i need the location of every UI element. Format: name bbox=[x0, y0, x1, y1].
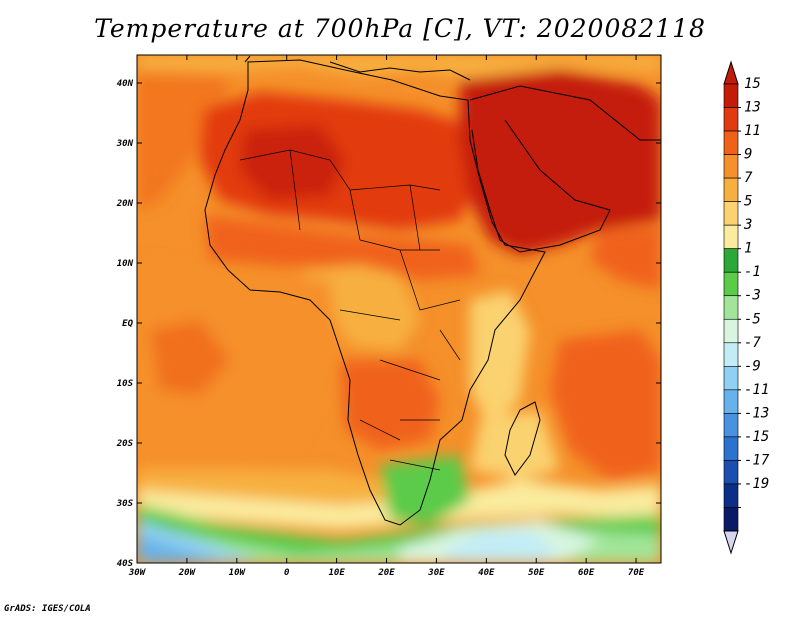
colorbar-label: -13 bbox=[744, 405, 769, 421]
colorbar-label: 13 bbox=[744, 100, 761, 116]
lon-label: 10W bbox=[229, 568, 247, 578]
colorbar-label: 5 bbox=[744, 194, 752, 210]
colorbar-label: 7 bbox=[744, 170, 753, 186]
coastlines bbox=[204, 55, 661, 526]
colorbar-swatch bbox=[723, 248, 739, 273]
madagascar-outline bbox=[504, 401, 541, 476]
temperature-field bbox=[137, 55, 661, 563]
colorbar: 15 13 11 9 7 5 3 1 -1 -3 -5 -7 -9 -11 -13 -15 -17 -19 bbox=[723, 60, 770, 555]
colorbar-top-triangle bbox=[723, 60, 739, 85]
colorbar-swatch bbox=[723, 201, 739, 226]
colorbar-swatch bbox=[723, 366, 739, 391]
lat-label: 40N bbox=[117, 79, 134, 89]
colorbar-label: -9 bbox=[744, 358, 761, 374]
colorbar-swatch bbox=[723, 177, 739, 202]
colorbar-swatch bbox=[723, 154, 739, 179]
lon-label: 0 bbox=[284, 568, 290, 578]
grads-credit: GrADS: IGES/COLA bbox=[4, 604, 91, 614]
colorbar-swatch bbox=[723, 483, 739, 508]
lon-label: 20W bbox=[178, 568, 197, 578]
lon-label: 40E bbox=[478, 568, 495, 578]
colorbar-label: 15 bbox=[744, 76, 761, 92]
colorbar-label: -11 bbox=[744, 382, 769, 398]
lon-label: 30W bbox=[128, 568, 147, 578]
lon-label: 30E bbox=[427, 568, 445, 578]
colorbar-label: 11 bbox=[744, 123, 761, 139]
colorbar-swatch bbox=[723, 107, 739, 132]
lat-label: 40S bbox=[117, 559, 134, 569]
colorbar-swatch bbox=[723, 83, 739, 108]
colorbar-swatch bbox=[723, 295, 739, 320]
lon-label: 60E bbox=[578, 568, 595, 578]
map-title: Temperature at 700hPa [C], VT: 202008211… bbox=[94, 14, 706, 43]
colorbar-label: -17 bbox=[744, 452, 770, 468]
colorbar-label: -1 bbox=[744, 264, 761, 280]
country-borders bbox=[239, 149, 461, 471]
colorbar-label: 3 bbox=[743, 217, 752, 233]
lat-label: 30S bbox=[116, 499, 134, 509]
colorbar-label: 9 bbox=[744, 147, 752, 163]
map-frame bbox=[136, 54, 662, 564]
colorbar-swatch bbox=[723, 342, 739, 367]
lon-label: 10E bbox=[328, 568, 345, 578]
colorbar-swatch bbox=[723, 389, 739, 414]
lat-label: 20S bbox=[116, 439, 134, 449]
colorbar-label: -7 bbox=[744, 335, 761, 351]
europe-coastline bbox=[244, 55, 471, 81]
lat-label: 10N bbox=[117, 259, 134, 269]
axis-ticks: 30W 20W 10W 0 10E 20E 30E 40E 50E 60E 70E 40N 30N 20N… bbox=[116, 55, 661, 578]
lon-label: 70E bbox=[628, 568, 645, 578]
lat-label: 10S bbox=[117, 379, 134, 389]
colorbar-swatch bbox=[723, 507, 739, 532]
colorbar-label: -19 bbox=[744, 476, 769, 492]
lat-label: 20N bbox=[116, 199, 134, 209]
colorbar-swatch bbox=[723, 271, 739, 297]
colorbar-bottom-triangle bbox=[723, 530, 739, 555]
lat-label: 30N bbox=[116, 139, 134, 149]
colorbar-swatch bbox=[723, 224, 739, 249]
lat-label: EQ bbox=[122, 319, 133, 329]
lon-label: 50E bbox=[528, 568, 545, 578]
colorbar-swatch bbox=[723, 436, 739, 461]
colorbar-swatch bbox=[723, 413, 739, 438]
colorbar-label: -15 bbox=[744, 429, 769, 445]
colorbar-label: 1 bbox=[744, 241, 752, 257]
colorbar-label: -3 bbox=[744, 288, 761, 304]
colorbar-label: -5 bbox=[744, 311, 761, 327]
colorbar-swatch bbox=[723, 460, 739, 485]
colorbar-swatch bbox=[723, 130, 739, 155]
colorbar-swatch bbox=[723, 318, 739, 344]
africa-coastline bbox=[204, 59, 546, 526]
lon-label: 20E bbox=[377, 568, 395, 578]
arabia-coastline bbox=[469, 85, 661, 253]
